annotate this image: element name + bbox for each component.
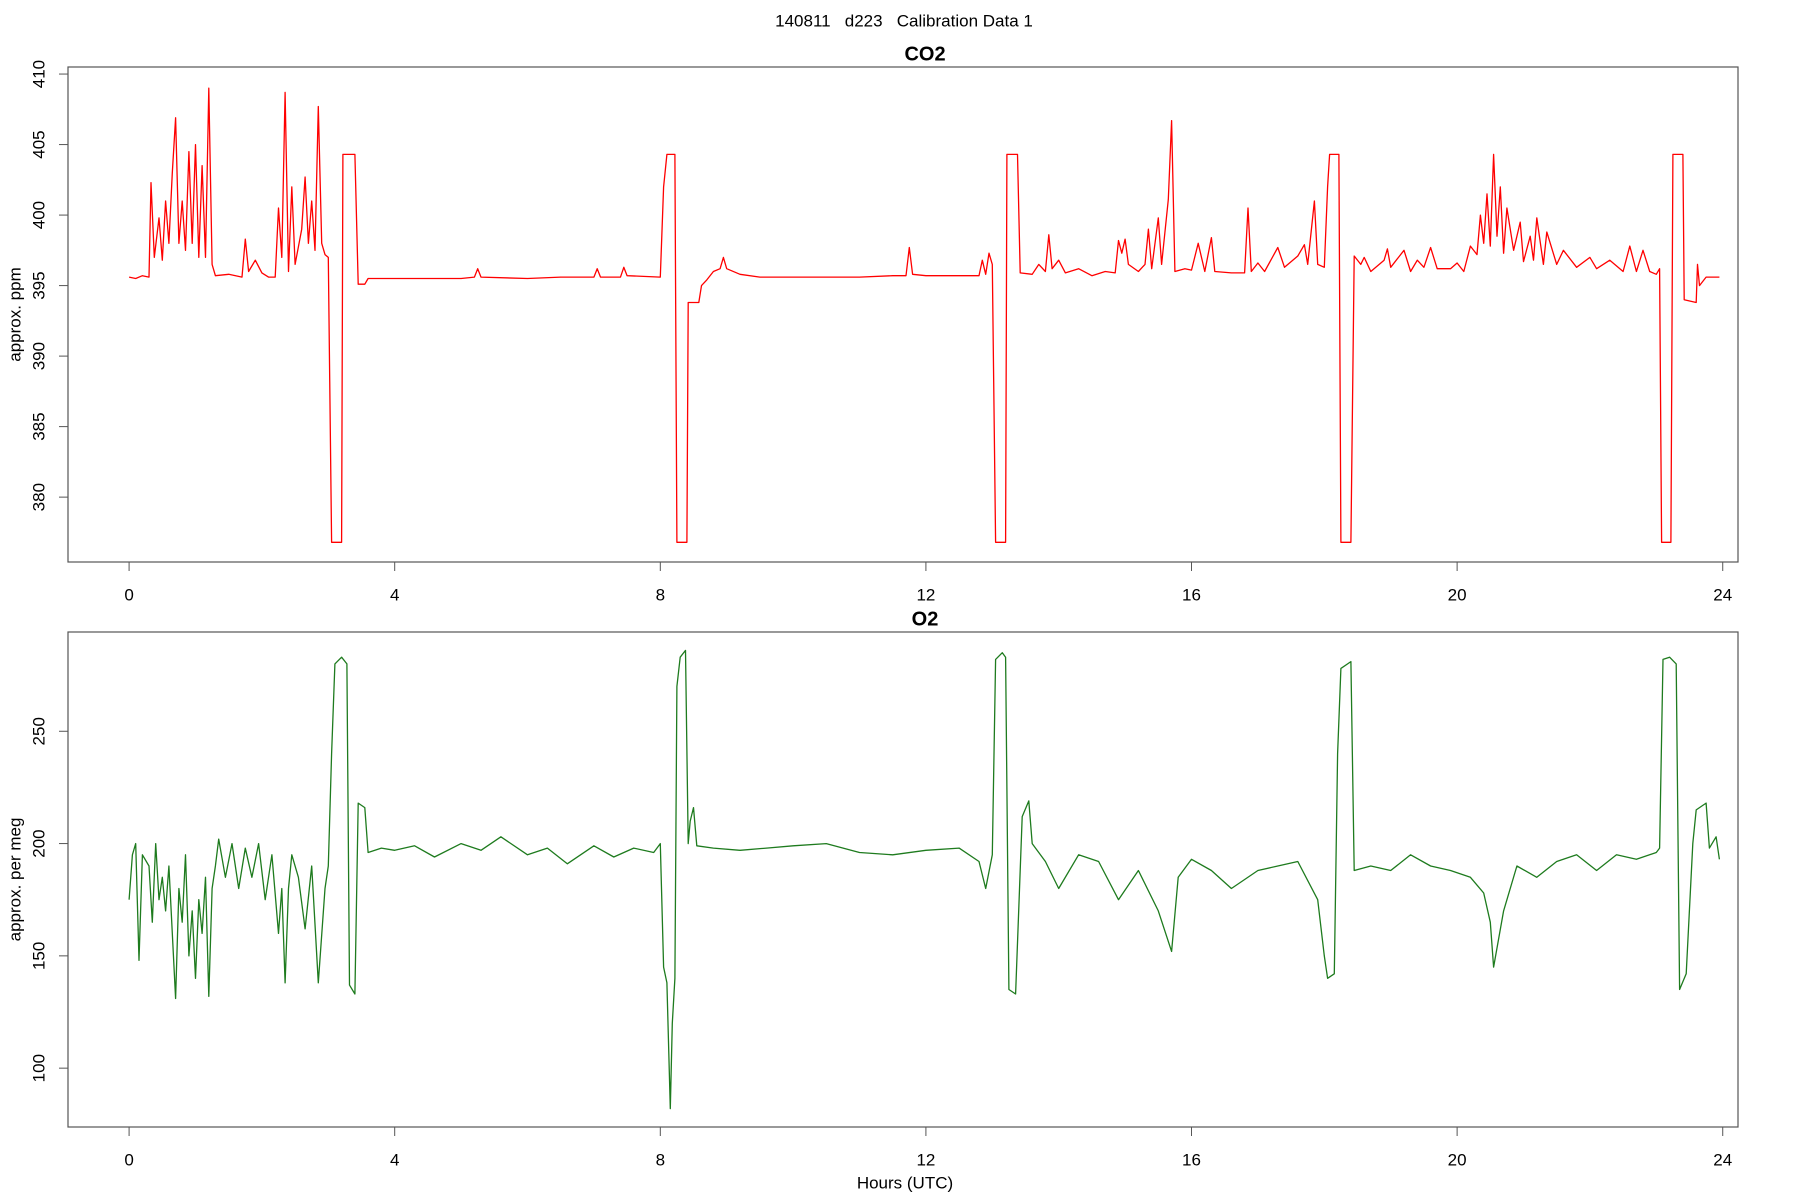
x-tick-label: 16 bbox=[1182, 585, 1201, 604]
x-tick-label: 12 bbox=[916, 585, 935, 604]
x-tick-label: 24 bbox=[1713, 585, 1732, 604]
y-tick-label: 100 bbox=[29, 1054, 48, 1082]
y-tick-label: 150 bbox=[29, 942, 48, 970]
y-tick-label: 385 bbox=[29, 412, 48, 440]
y-axis-label: approx. ppm bbox=[5, 267, 24, 362]
x-tick-label: 20 bbox=[1448, 1150, 1467, 1169]
y-tick-label: 250 bbox=[29, 717, 48, 745]
x-tick-label: 0 bbox=[124, 1150, 133, 1169]
y-axis-label: approx. per meg bbox=[5, 818, 24, 942]
x-tick-label: 4 bbox=[390, 1150, 399, 1169]
y-tick-label: 395 bbox=[29, 271, 48, 299]
data-line bbox=[128, 649, 1721, 1110]
panel-title: CO2 bbox=[904, 43, 945, 65]
x-axis-label: Hours (UTC) bbox=[857, 1173, 953, 1192]
y-tick-label: 390 bbox=[29, 342, 48, 370]
y-tick-label: 400 bbox=[29, 201, 48, 229]
data-line bbox=[128, 87, 1720, 543]
y-tick-label: 410 bbox=[29, 60, 48, 88]
figure-title: 140811 d223 Calibration Data 1 bbox=[775, 11, 1033, 30]
x-tick-label: 4 bbox=[390, 585, 399, 604]
x-tick-label: 20 bbox=[1448, 585, 1467, 604]
plot-frame bbox=[67, 631, 1739, 1128]
x-tick-label: 8 bbox=[656, 1150, 665, 1169]
x-tick-label: 24 bbox=[1713, 1150, 1732, 1169]
y-tick-label: 380 bbox=[29, 483, 48, 511]
x-tick-label: 8 bbox=[656, 585, 665, 604]
x-tick-label: 12 bbox=[916, 1150, 935, 1169]
panel-title: O2 bbox=[912, 608, 939, 630]
y-tick-label: 405 bbox=[29, 130, 48, 158]
x-tick-label: 16 bbox=[1182, 1150, 1201, 1169]
y-tick-label: 200 bbox=[29, 829, 48, 857]
plot-frame bbox=[67, 66, 1739, 563]
x-tick-label: 0 bbox=[124, 585, 133, 604]
